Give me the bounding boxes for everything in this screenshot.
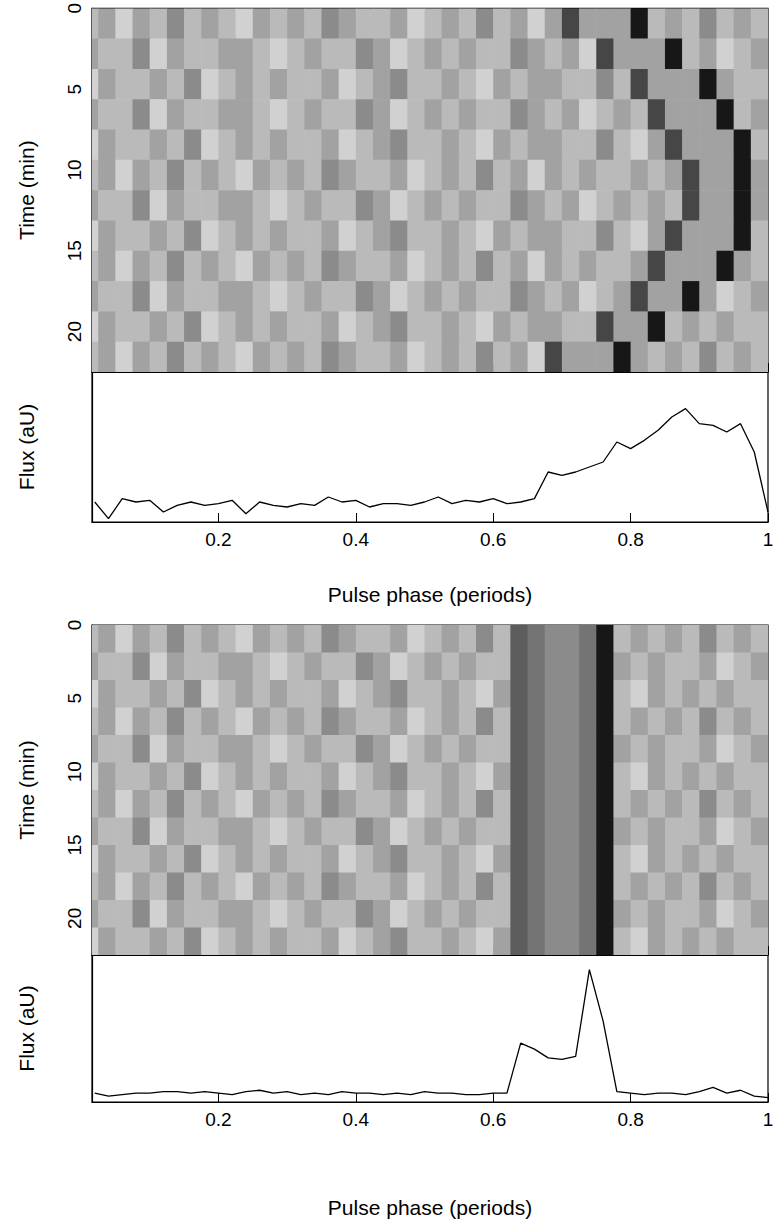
svg-text:15: 15 xyxy=(64,834,85,855)
svg-text:0.2: 0.2 xyxy=(205,1109,231,1130)
svg-text:5: 5 xyxy=(64,84,85,95)
svg-text:5: 5 xyxy=(64,693,85,704)
svg-text:0.6: 0.6 xyxy=(480,1109,506,1130)
svg-text:15: 15 xyxy=(64,240,85,261)
svg-text:0.4: 0.4 xyxy=(343,529,370,550)
svg-text:20: 20 xyxy=(64,908,85,929)
svg-text:0.2: 0.2 xyxy=(205,529,231,550)
svg-text:Time (min): Time (min) xyxy=(15,140,38,240)
svg-text:10: 10 xyxy=(64,761,85,782)
svg-text:Flux (aU): Flux (aU) xyxy=(15,404,38,490)
svg-text:Time (min): Time (min) xyxy=(15,740,38,840)
svg-text:10: 10 xyxy=(64,159,85,180)
svg-text:Flux (aU): Flux (aU) xyxy=(15,985,38,1071)
svg-text:0.4: 0.4 xyxy=(343,1109,370,1130)
svg-text:0: 0 xyxy=(64,3,85,14)
svg-text:0.8: 0.8 xyxy=(617,1109,643,1130)
svg-text:0: 0 xyxy=(64,620,85,631)
svg-text:20: 20 xyxy=(64,321,85,342)
svg-text:Pulse phase (periods): Pulse phase (periods) xyxy=(328,583,532,606)
svg-text:1: 1 xyxy=(763,1109,774,1130)
svg-text:1: 1 xyxy=(763,529,774,550)
svg-text:0.8: 0.8 xyxy=(617,529,643,550)
svg-text:0.6: 0.6 xyxy=(480,529,506,550)
svg-text:Pulse phase (periods): Pulse phase (periods) xyxy=(328,1196,532,1219)
